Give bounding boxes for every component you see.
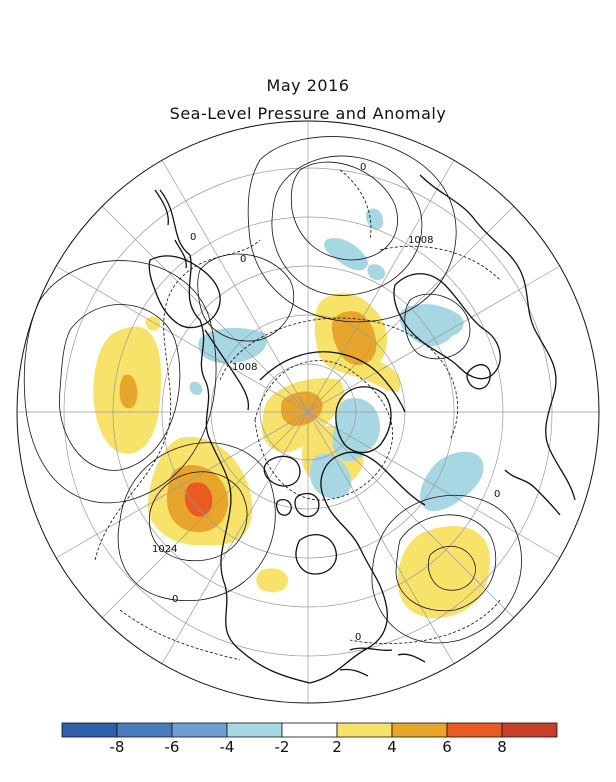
- coastline-north-america-west: [159, 189, 311, 684]
- contour-label: 0: [240, 254, 246, 265]
- contour-value-labels: 0 0 0 1008 1008 1024 0 0 0: [152, 162, 500, 643]
- colorbar-swatch: [116, 722, 173, 738]
- anomaly-positive-pacific-core: [119, 374, 138, 409]
- anomaly-positive-arctic-core: [280, 391, 323, 427]
- contour-label: 0: [494, 489, 500, 500]
- colorbar-tick-label: 8: [497, 738, 507, 756]
- contour-line: [349, 599, 501, 644]
- anomaly-negative-asia: [324, 238, 368, 271]
- contour-line: [197, 253, 295, 342]
- anomaly-negative-central-asia: [365, 208, 384, 230]
- colorbar-swatch: [171, 722, 228, 738]
- coastline-greenland: [335, 386, 392, 454]
- anomaly-positive-atlantic: [397, 525, 490, 619]
- contour-line: [290, 161, 398, 261]
- contour-line: [428, 546, 476, 591]
- anomaly-shading: [93, 208, 490, 619]
- colorbar-tick-label: -6: [165, 738, 180, 756]
- graticule: [17, 121, 599, 703]
- map-subtitle: Sea-Level Pressure and Anomaly: [169, 104, 447, 123]
- anomaly-negative-arctic-atlantic: [332, 398, 380, 462]
- coastline-arctic-islands: [263, 455, 320, 518]
- contour-line: [271, 155, 423, 296]
- contour-line: [395, 514, 497, 612]
- contour-line: [117, 442, 276, 602]
- map-title: May 2016: [266, 76, 350, 95]
- colorbar-swatch: [446, 722, 503, 738]
- contour-line: [58, 304, 181, 471]
- coastline-eurasia: [419, 174, 576, 501]
- contour-line: [119, 609, 241, 661]
- colorbar-tick-label: -4: [220, 738, 235, 756]
- colorbar-swatch: [391, 722, 448, 738]
- contour-label: 1008: [408, 235, 433, 246]
- colorbar-tick-label: 6: [442, 738, 452, 756]
- anomaly-positive-eastern-pacific-core: [184, 482, 213, 517]
- anomaly-positive-central-us: [256, 568, 289, 593]
- anomaly-negative-greenland: [310, 453, 352, 499]
- coastline-europe: [393, 273, 501, 380]
- colorbar: -8 -6 -4 -2 2 4 6 8: [61, 722, 558, 756]
- anomaly-negative-mongolia: [367, 264, 386, 281]
- contour-line: [148, 471, 248, 562]
- contour-line: [379, 245, 501, 281]
- contour-label: 1008: [232, 362, 257, 373]
- colorbar-swatch: [226, 722, 283, 738]
- colorbar-tick-label: 2: [332, 738, 342, 756]
- colorbar-swatch: [336, 722, 393, 738]
- contour-line: [404, 293, 471, 360]
- colorbar-tick-label: 4: [387, 738, 397, 756]
- contour-label: 0: [355, 632, 361, 643]
- coastline-hudson-bay: [295, 534, 337, 575]
- contour-line: [371, 494, 522, 644]
- coastline-japan: [154, 189, 187, 269]
- map-boundary: [16, 120, 600, 704]
- contour-line: [339, 169, 372, 241]
- coastline-siberia: [259, 351, 406, 413]
- contour-label: 0: [190, 232, 196, 243]
- contour-label: 1024: [152, 544, 177, 555]
- coastline-mediterranean: [504, 469, 561, 516]
- colorbar-swatch: [501, 722, 558, 738]
- anomaly-positive-hawaii: [145, 316, 161, 331]
- contour-line: [254, 360, 393, 501]
- coastline-asia-pacific: [148, 255, 221, 329]
- anomaly-negative-small: [189, 381, 203, 395]
- anomaly-negative-kamchatka: [198, 327, 268, 364]
- colorbar-tick-label: -2: [275, 738, 290, 756]
- map-layers: [17, 121, 599, 703]
- contour-line: [219, 317, 458, 441]
- contour-label: 0: [360, 162, 366, 173]
- coastline-caribbean: [339, 647, 426, 677]
- coastline-kamchatka: [204, 329, 250, 411]
- colorbar-tick-label: -8: [110, 738, 125, 756]
- contour-line: [94, 239, 261, 561]
- contour-line: [247, 136, 457, 323]
- pressure-contours-dashed: [94, 169, 501, 661]
- colorbar-swatch: [61, 722, 118, 738]
- colorbar-swatch: [281, 722, 338, 738]
- anomaly-negative-north-atlantic: [420, 451, 484, 512]
- contour-label: 0: [172, 594, 178, 605]
- contour-line: [23, 260, 217, 504]
- coastline-uk: [466, 364, 491, 390]
